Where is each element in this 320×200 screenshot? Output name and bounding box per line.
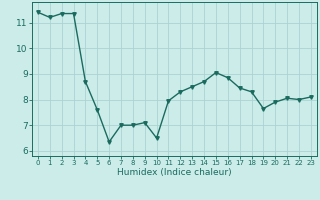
X-axis label: Humidex (Indice chaleur): Humidex (Indice chaleur) [117, 168, 232, 177]
